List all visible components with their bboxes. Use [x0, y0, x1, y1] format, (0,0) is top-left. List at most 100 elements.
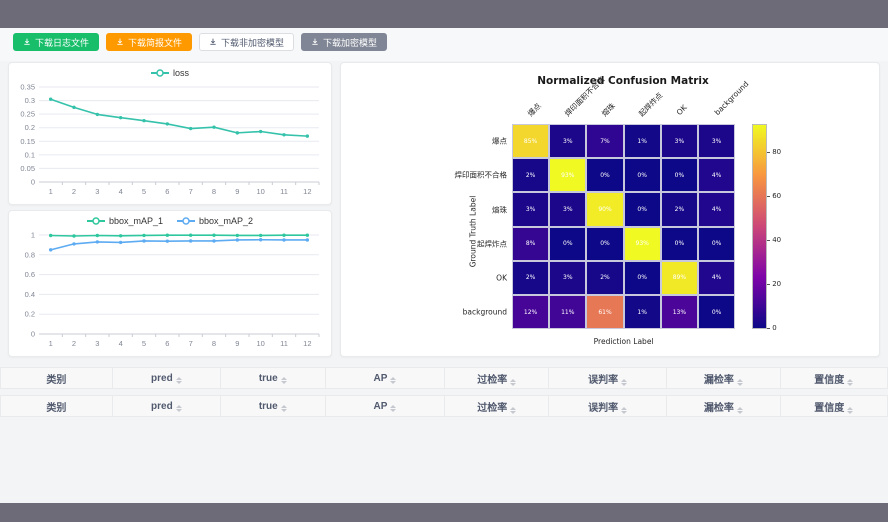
matrix-column-label: 熔珠	[599, 101, 617, 119]
map-chart-card: bbox_mAP_1 bbox_mAP_2 0 0.2 0.4 0.6 0.8 1 1 2 3 4 5…	[8, 210, 332, 357]
svg-text:1: 1	[31, 231, 35, 240]
matrix-row-label: background	[462, 307, 507, 317]
svg-text:0.2: 0.2	[25, 310, 35, 319]
svg-text:6: 6	[165, 339, 169, 348]
column-header-label: 过检率	[477, 374, 508, 386]
svg-text:1: 1	[49, 187, 53, 196]
sort-caret-icon[interactable]	[390, 376, 397, 384]
matrix-row-label: 焊印面积不合格	[454, 170, 508, 180]
sort-caret-icon[interactable]	[510, 378, 517, 386]
column-header-label: 误判率	[588, 374, 619, 386]
sort-caret-icon[interactable]	[847, 378, 854, 386]
svg-text:9: 9	[235, 187, 239, 196]
svg-text:0: 0	[31, 330, 35, 339]
legend-item-loss[interactable]: loss	[150, 68, 189, 78]
matrix-cell: 3%	[549, 124, 587, 159]
download-icon	[24, 38, 30, 45]
matrix-column-label: OK	[675, 102, 690, 117]
svg-text:0: 0	[31, 178, 35, 187]
column-header-置信度[interactable]: 置信度	[779, 367, 888, 389]
column-header-label: 置信度	[814, 402, 845, 414]
column-header-误判率[interactable]: 误判率	[548, 395, 668, 417]
column-header-过检率[interactable]: 过检率	[444, 367, 550, 389]
matrix-cell: 8%	[512, 226, 550, 261]
column-header-true[interactable]: true	[219, 395, 326, 417]
loss-chart-card: loss 0 0.05 0.1 0.15 0.2 0.25 0.3 0.35 1 2 3 4 5 6 7 8 9…	[8, 62, 332, 205]
ground-truth-axis-label: Ground Truth Label	[468, 195, 478, 267]
legend-line-icon	[150, 69, 169, 77]
matrix-column-label: 爆点	[525, 101, 543, 119]
matrix-cell: 11%	[549, 295, 587, 330]
svg-text:8: 8	[212, 339, 216, 348]
sort-caret-icon[interactable]	[621, 378, 628, 386]
column-header-true[interactable]: true	[219, 367, 326, 389]
matrix-cell: 90%	[586, 192, 624, 227]
column-header-label: pred	[151, 372, 173, 384]
svg-text:2: 2	[72, 339, 76, 348]
download-log-button[interactable]: 下载日志文件	[13, 33, 100, 51]
matrix-cell: 2%	[586, 260, 624, 295]
column-header-AP[interactable]: AP	[324, 367, 446, 389]
column-header-label: 误判率	[588, 402, 619, 414]
column-header-类别: 类别	[0, 367, 113, 389]
column-header-label: 过检率	[477, 402, 508, 414]
sort-caret-icon[interactable]	[847, 406, 854, 414]
sort-caret-icon[interactable]	[175, 404, 182, 412]
matrix-cell: 0%	[586, 158, 624, 193]
column-header-类别: 类别	[0, 395, 113, 417]
column-header-误判率[interactable]: 误判率	[548, 367, 668, 389]
svg-text:2: 2	[72, 187, 76, 196]
toolbar: 下载日志文件 下载简报文件 下载非加密模型 下载加密模型	[0, 28, 888, 61]
column-header-置信度[interactable]: 置信度	[779, 395, 888, 417]
matrix-cell: 3%	[549, 260, 587, 295]
sort-caret-icon[interactable]	[280, 404, 287, 412]
column-header-label: 置信度	[814, 374, 845, 386]
column-header-pred[interactable]: pred	[111, 395, 221, 417]
colorbar-tick: 0	[766, 324, 777, 333]
svg-text:7: 7	[189, 339, 193, 348]
sort-caret-icon[interactable]	[510, 406, 517, 414]
button-label: 下载加密模型	[323, 37, 378, 48]
svg-text:5: 5	[142, 339, 146, 348]
svg-text:9: 9	[235, 339, 239, 348]
matrix-row-label: 起焊炸点	[477, 239, 507, 249]
prediction-axis-label: Prediction Label	[593, 337, 654, 347]
svg-text:11: 11	[280, 187, 288, 196]
svg-text:11: 11	[280, 339, 288, 348]
svg-text:0.4: 0.4	[25, 290, 35, 299]
download-encrypted-model-button[interactable]: 下载加密模型	[301, 33, 388, 51]
column-header-AP[interactable]: AP	[324, 395, 446, 417]
svg-text:0.6: 0.6	[25, 270, 35, 279]
legend-item-bbox_mAP_1[interactable]: bbox_mAP_1	[86, 216, 163, 226]
download-report-button[interactable]: 下载简报文件	[106, 33, 193, 51]
column-header-label: 漏检率	[703, 374, 734, 386]
matrix-cell: 89%	[660, 260, 698, 295]
matrix-cell: 7%	[586, 124, 624, 159]
charts-row: loss 0 0.05 0.1 0.15 0.2 0.25 0.3 0.35 1 2 3 4 5 6 7 8 9…	[0, 61, 888, 357]
column-header-过检率[interactable]: 过检率	[444, 395, 550, 417]
sort-caret-icon[interactable]	[175, 376, 182, 384]
legend-item-bbox_mAP_2[interactable]: bbox_mAP_2	[177, 216, 253, 226]
svg-text:8: 8	[212, 187, 216, 196]
metrics-table-1: 类别 pred true AP 过检率 误判率 漏检率 置信度	[0, 367, 888, 389]
sort-caret-icon[interactable]	[736, 378, 743, 386]
sort-caret-icon[interactable]	[621, 406, 628, 414]
svg-text:10: 10	[256, 187, 264, 196]
metrics-tables: 类别 pred true AP 过检率 误判率 漏检率 置信度 类别 pred true AP 过检率误…	[0, 367, 888, 417]
column-header-漏检率[interactable]: 漏检率	[666, 395, 781, 417]
svg-text:0.1: 0.1	[25, 150, 35, 159]
download-icon	[312, 38, 318, 45]
matrix-cell: 93%	[549, 158, 587, 193]
svg-text:0.3: 0.3	[25, 96, 35, 105]
sort-caret-icon[interactable]	[736, 406, 743, 414]
sort-caret-icon[interactable]	[390, 404, 397, 412]
column-header-label: 漏检率	[703, 402, 734, 414]
legend-line-icon	[86, 217, 105, 225]
column-header-漏检率[interactable]: 漏检率	[666, 367, 781, 389]
svg-text:6: 6	[165, 187, 169, 196]
legend-line-icon	[177, 217, 195, 225]
colorbar-tick: 20	[767, 280, 782, 289]
sort-caret-icon[interactable]	[280, 376, 287, 384]
download-plain-model-button[interactable]: 下载非加密模型	[199, 33, 295, 51]
column-header-pred[interactable]: pred	[111, 367, 221, 389]
